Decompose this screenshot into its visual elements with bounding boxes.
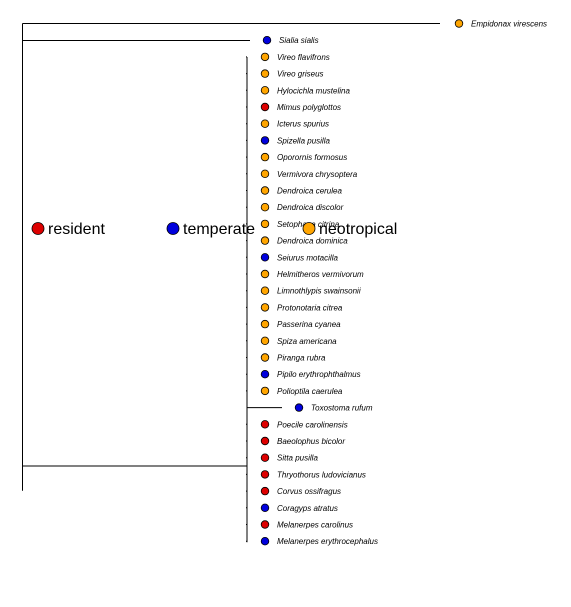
tip-marker-24 [260,420,270,429]
tip-label-11: Dendroica discolor [277,203,344,212]
tip-marker-14 [260,253,270,262]
tip-marker-20 [260,353,270,362]
tip-label-21: Pipilo erythrophthalmus [277,370,361,379]
tip-label-28: Corvus ossifragus [277,487,341,496]
tip-label-7: Spizella pusilla [277,136,330,145]
tip-label-20: Piranga rubra [277,354,326,363]
tip-marker-0 [454,19,464,28]
tip-label-26: Sitta pusilla [277,454,318,463]
tip-marker-1 [262,36,272,45]
tip-label-18: Passerina cyanea [277,320,341,329]
tip-marker-7 [260,136,270,145]
tip-label-0: Empidonax virescens [471,20,547,29]
tip-label-17: Protonotaria citrea [277,303,343,312]
tip-marker-3 [260,69,270,78]
legend-marker-neotropical [302,222,316,235]
tip-label-16: Limnothlypis swainsonii [277,287,361,296]
tip-marker-9 [260,169,270,178]
tip-marker-4 [260,86,270,95]
tip-label-6: Icterus spurius [277,120,329,129]
tip-marker-23 [294,403,304,412]
tip-marker-29 [260,503,270,512]
tip-marker-10 [260,186,270,195]
tip-label-23: Toxostoma rufum [311,404,373,413]
tip-label-27: Thryothorus ludovicianus [277,470,366,479]
tip-label-29: Coragyps atratus [277,504,338,513]
tip-label-2: Vireo flavifrons [277,53,330,62]
tip-label-24: Poecile carolinensis [277,420,348,429]
tip-label-8: Oporornis formosus [277,153,347,162]
tip-marker-17 [260,303,270,312]
tip-label-22: Polioptila caerulea [277,387,343,396]
tip-marker-12 [260,219,270,229]
tip-marker-11 [260,202,270,212]
tip-label-1: Sialia sialis [279,36,319,45]
tip-label-3: Vireo griseus [277,70,324,79]
legend-label-temperate: temperate [183,221,255,238]
tip-marker-27 [260,470,270,479]
tip-marker-30 [260,520,270,529]
tip-label-10: Dendroica cerulea [277,187,342,196]
tip-marker-25 [260,436,270,446]
tip-marker-5 [260,102,270,112]
tip-label-19: Spiza americana [277,337,337,346]
tip-marker-18 [260,319,270,329]
tip-label-5: Mimus polyglottos [277,103,341,112]
legend-label-resident: resident [48,221,105,238]
legend-marker-temperate [166,222,180,235]
tip-label-4: Hylocichla mustelina [277,86,350,95]
tip-label-15: Helmitheros vermivorum [277,270,364,279]
tip-label-14: Seiurus motacilla [277,253,338,262]
legend-label-neotropical: neotropical [319,221,397,238]
tip-marker-31 [260,537,270,546]
tip-marker-19 [260,336,270,345]
tip-marker-26 [260,453,270,462]
legend-marker-resident [31,222,45,235]
tip-marker-21 [260,370,270,379]
tip-marker-8 [260,152,270,162]
tip-label-13: Dendroica dominica [277,237,348,246]
tip-label-25: Baeolophus bicolor [277,437,345,446]
tip-marker-15 [260,269,270,279]
tip-marker-22 [260,386,270,396]
tip-marker-6 [260,119,270,128]
tip-marker-28 [260,486,270,496]
tip-marker-2 [260,52,270,62]
tip-marker-13 [260,236,270,245]
tip-marker-16 [260,286,270,295]
tip-label-30: Melanerpes carolinus [277,521,353,530]
tip-label-31: Melanerpes erythrocephalus [277,537,378,546]
tip-label-9: Vermivora chrysoptera [277,170,358,179]
